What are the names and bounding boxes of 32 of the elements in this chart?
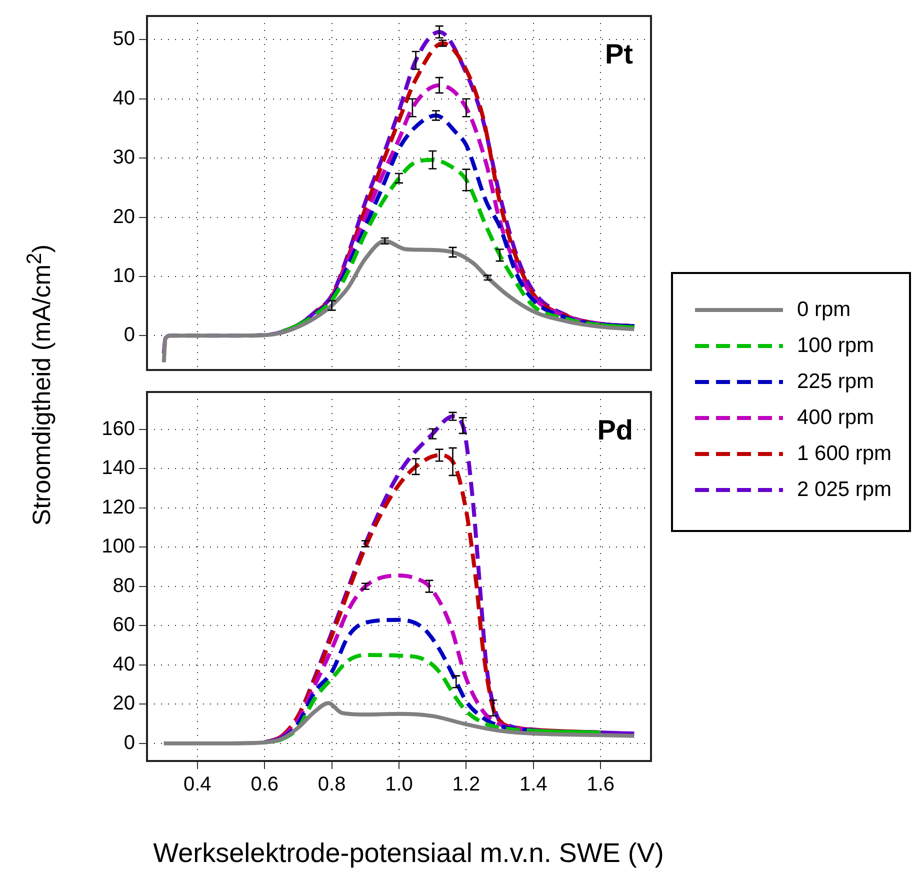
x-tick-label: 1.0 — [385, 774, 413, 796]
annotation: Pt — [605, 38, 633, 70]
y-tick-label: 0 — [124, 732, 135, 754]
x-tick-label: 0.4 — [183, 774, 212, 796]
x-tick-label: 0.6 — [250, 774, 279, 796]
line-series — [162, 701, 636, 746]
x-tick-label: 1.2 — [452, 774, 480, 796]
legend-label: 0 rpm — [797, 298, 851, 322]
y-tick-label: 10 — [112, 264, 135, 287]
x-tick-label: 1.4 — [519, 774, 548, 796]
y-tick-label: 20 — [112, 206, 135, 228]
y-tick-label: 40 — [112, 653, 135, 676]
y-tick-label: 0 — [124, 324, 135, 346]
x-axis-title: Werkselektrode-potensiaal m.v.n. SWE (V) — [152, 838, 665, 869]
y-tick-label: 40 — [112, 87, 135, 110]
legend-label: 100 rpm — [797, 334, 874, 358]
y-tick-label: 140 — [102, 457, 135, 480]
annotation: Pd — [597, 414, 633, 446]
y-tick-label: 120 — [102, 496, 135, 518]
x-tick-label: 1.6 — [586, 774, 615, 796]
y-tick-label: 60 — [112, 614, 135, 636]
y-tick-label: 160 — [102, 418, 135, 440]
y-tick-label: 30 — [112, 146, 135, 169]
y-tick-label: 50 — [112, 28, 135, 50]
legend-label: 400 rpm — [797, 406, 874, 430]
y-tick-label: 20 — [112, 692, 135, 715]
legend-label: 225 rpm — [797, 370, 874, 394]
y-tick-label: 80 — [112, 574, 135, 597]
x-tick-label: 0.8 — [318, 774, 346, 796]
y-tick-label: 100 — [102, 536, 135, 558]
legend-label: 1 600 rpm — [797, 442, 892, 466]
legend-label: 2 025 rpm — [797, 478, 892, 502]
